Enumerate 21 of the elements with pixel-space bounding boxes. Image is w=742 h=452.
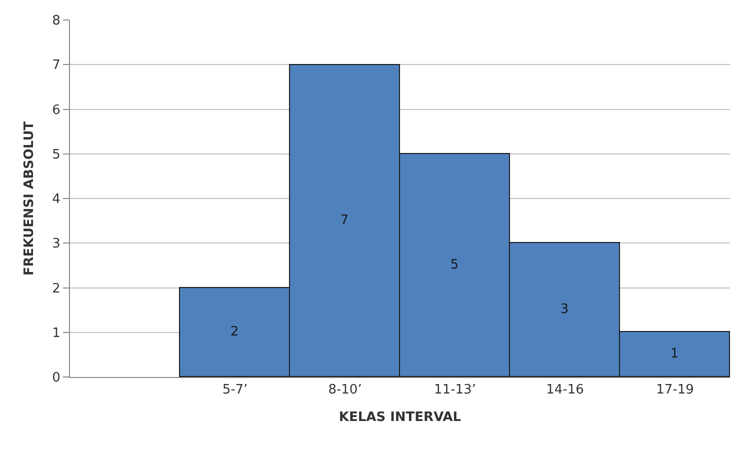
data-label: 7 <box>340 213 349 228</box>
x-axis-title: KELAS INTERVAL <box>338 410 462 426</box>
x-tick-label: 11-13’ <box>434 382 476 398</box>
data-label: 5 <box>450 258 459 272</box>
data-label: 2 <box>230 324 239 340</box>
y-tick-label: 4 <box>52 192 60 208</box>
y-tick-label: 3 <box>52 236 60 252</box>
x-tick-label: 17-19 <box>656 382 694 398</box>
y-tick-label: 7 <box>52 58 60 74</box>
x-tick-label: 8-10’ <box>328 382 362 398</box>
data-label: 1 <box>670 346 679 362</box>
y-tick-label: 8 <box>52 14 60 29</box>
data-label: 3 <box>560 302 569 317</box>
y-tick-label: 0 <box>52 370 60 386</box>
y-tick-label: 6 <box>52 102 60 118</box>
x-tick-label: 14-16 <box>546 382 584 398</box>
x-tick-label: 5-7’ <box>222 382 248 398</box>
y-axis-title: FREKUENSI ABSOLUT <box>22 121 38 276</box>
y-tick-label: 5 <box>52 147 60 162</box>
y-tick-label: 1 <box>52 326 60 341</box>
y-tick-label: 2 <box>52 281 60 296</box>
